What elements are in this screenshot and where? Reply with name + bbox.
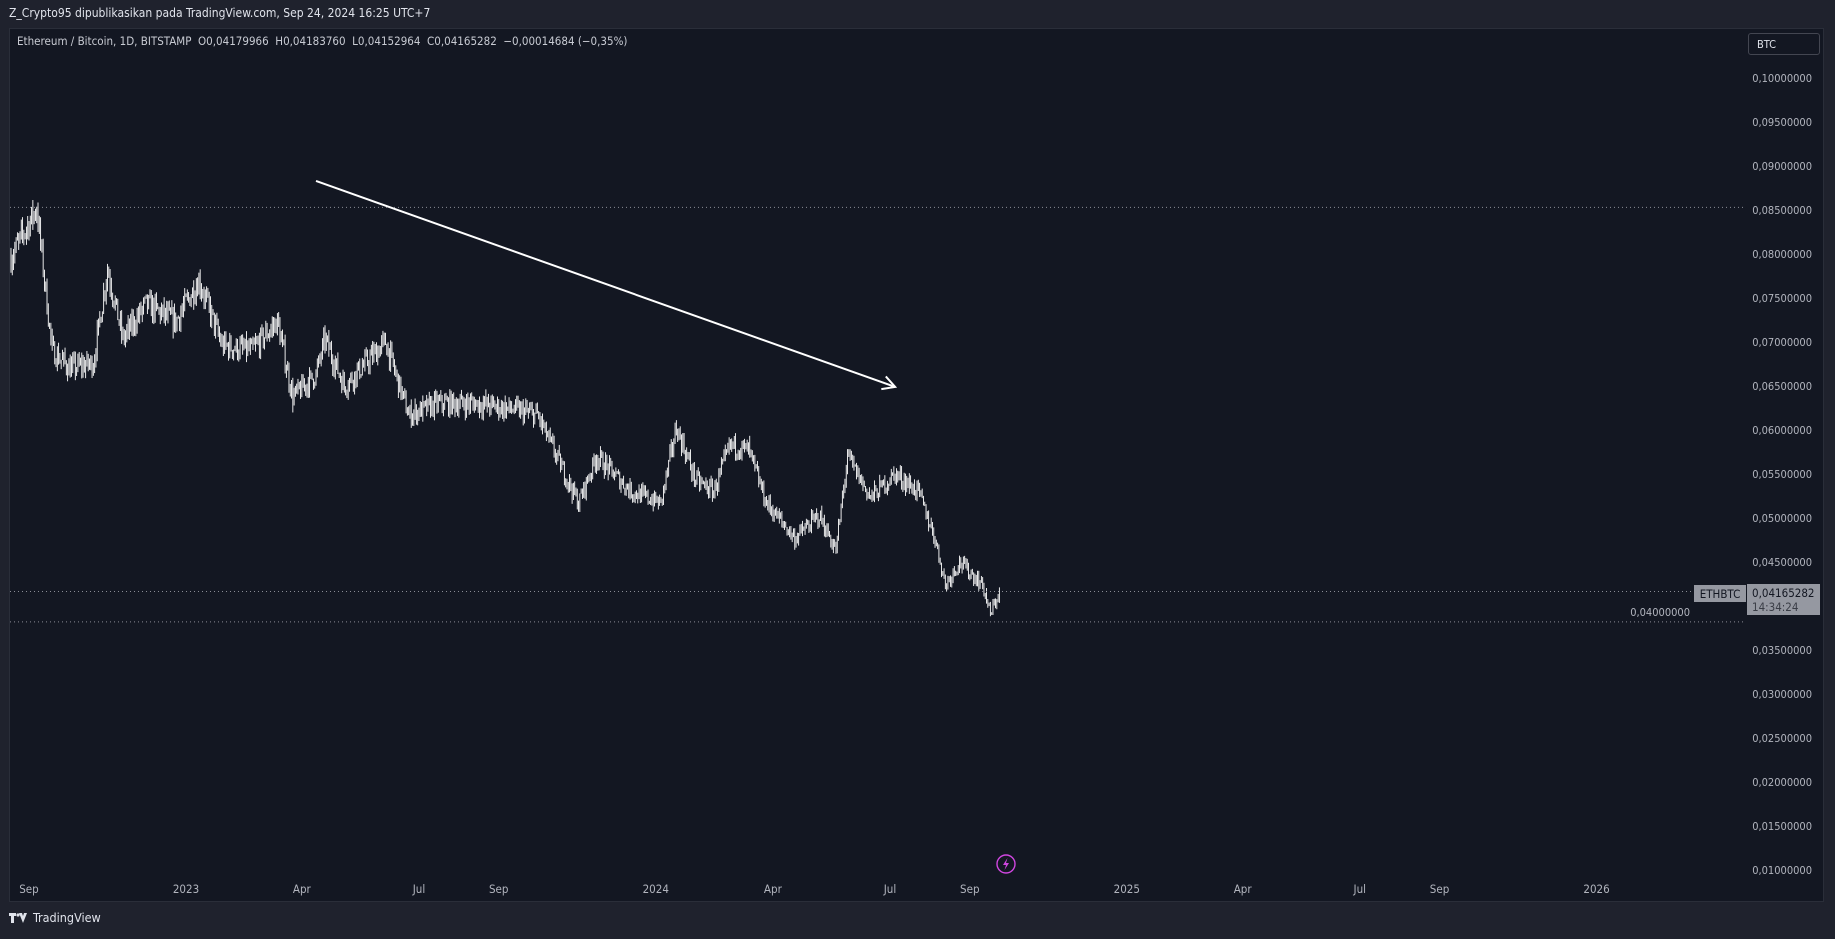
ohlc-close: C0,04165282 bbox=[427, 34, 497, 48]
chart-pane[interactable] bbox=[9, 28, 1824, 902]
ohlc-open: O0,04179966 bbox=[198, 34, 269, 48]
symbol-name[interactable]: Ethereum / Bitcoin, 1D, BITSTAMP bbox=[17, 34, 192, 48]
publish-info: Z_Crypto95 dipublikasikan pada TradingVi… bbox=[9, 6, 431, 20]
ohlc-low: L0,04152964 bbox=[352, 34, 421, 48]
currency-button[interactable]: BTC bbox=[1748, 33, 1820, 55]
tv-logo-icon bbox=[9, 912, 27, 923]
brand-name[interactable]: TradingView bbox=[33, 910, 101, 925]
ohlc-change: −0,00014684 (−0,35%) bbox=[503, 34, 628, 48]
footer: TradingView bbox=[9, 910, 101, 925]
ohlc-high: H0,04183760 bbox=[275, 34, 346, 48]
symbol-legend: Ethereum / Bitcoin, 1D, BITSTAMP O0,0417… bbox=[17, 34, 627, 48]
